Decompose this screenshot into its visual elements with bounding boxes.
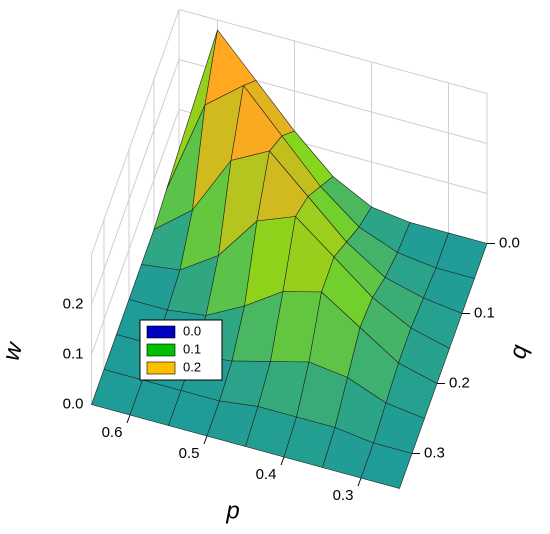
z-tick-label: 0.2 — [63, 295, 84, 312]
y-tick-label: 0.2 — [449, 374, 470, 391]
axis-labels: 0.0 0.1 0.2 0.3 0.4 0.5 0.6 0.0 0.1 0.2 0.3 — [63, 234, 520, 504]
tick-mark — [357, 477, 362, 487]
legend: 0.0 0.1 0.2 — [146, 323, 201, 375]
surface-patch — [360, 442, 413, 489]
legend-label: 0.2 — [183, 359, 201, 374]
box-edge — [91, 9, 180, 255]
surface — [91, 29, 488, 489]
box-edge — [178, 9, 488, 94]
tick-mark — [126, 414, 131, 424]
tick-mark — [280, 456, 285, 466]
y-tick-label: 0.3 — [424, 444, 445, 461]
x-tick-label: 0.4 — [256, 466, 277, 483]
grid-line — [91, 109, 180, 355]
x-tick-label: 0.5 — [179, 445, 200, 462]
tick-mark — [203, 435, 208, 445]
x-tick-label: 0.3 — [333, 487, 354, 504]
y-tick-label: 0.1 — [474, 304, 495, 321]
legend-swatch — [146, 343, 176, 357]
z-tick-label: 0.0 — [63, 395, 84, 412]
z-tick-label: 0.1 — [63, 345, 84, 362]
x-tick-label: 0.6 — [102, 424, 123, 441]
legend-label: 0.1 — [183, 341, 201, 356]
legend-swatch — [146, 361, 176, 375]
x-axis-title: p — [225, 497, 239, 524]
y-axis-title: q — [504, 341, 534, 362]
legend-swatch — [146, 325, 176, 339]
z-axis-title: w — [0, 338, 29, 363]
y-tick-label: 0.0 — [499, 234, 520, 251]
grid-line — [91, 59, 180, 305]
legend-label: 0.0 — [183, 323, 201, 338]
